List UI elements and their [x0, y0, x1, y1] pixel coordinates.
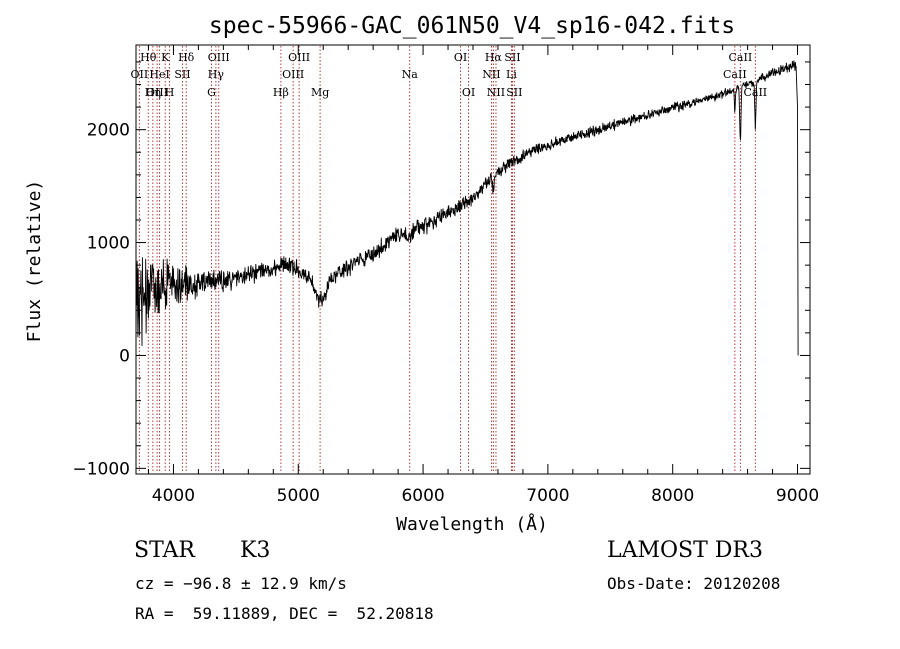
x-axis-label: Wavelength (Å)	[396, 513, 548, 535]
line-label: Na	[402, 68, 419, 81]
line-label: SII	[506, 86, 522, 99]
chart-title: spec-55966-GAC_061N50_V4_sp16-042.fits	[209, 13, 735, 39]
survey-name: LAMOST DR3	[607, 538, 763, 563]
line-label: Hδ	[178, 51, 195, 64]
line-label: CaII	[743, 86, 767, 99]
coordinates: RA = 59.11889, DEC = 52.20818	[135, 604, 434, 623]
y-axis-label: Flux (relative)	[24, 180, 45, 343]
line-label: G	[207, 86, 216, 99]
line-label: OIII	[288, 51, 310, 64]
line-label: Hγ	[208, 68, 225, 81]
y-tick-label: 2000	[87, 121, 130, 141]
spectrum-line	[135, 60, 799, 356]
y-tick-label: 1000	[87, 234, 130, 254]
line-label: Mg	[311, 86, 329, 99]
y-tick-label: 0	[119, 346, 130, 366]
line-label: OIII	[282, 68, 304, 81]
obs-date: Obs-Date: 20120208	[607, 574, 781, 593]
line-label: K	[161, 51, 170, 64]
object-class: STAR	[134, 538, 195, 563]
x-tick-label: 8000	[651, 486, 694, 506]
line-label: OIII	[208, 51, 230, 64]
line-label: OI	[462, 86, 475, 99]
line-label: SII	[174, 68, 190, 81]
y-tick-label: −1000	[72, 459, 130, 479]
line-label: HeI	[149, 68, 169, 81]
line-label: SII	[504, 51, 520, 64]
x-tick-label: 6000	[401, 486, 444, 506]
line-label: H	[165, 86, 175, 99]
plot-frame	[135, 44, 811, 475]
line-label: Li	[506, 68, 517, 81]
line-label: Hα	[485, 51, 503, 64]
line-label: Hη	[145, 86, 161, 99]
line-marker-group	[138, 46, 756, 473]
line-label: Hβ	[273, 86, 289, 99]
x-axis: 4000 5000 6000 7000 8000 9000	[147, 45, 819, 506]
line-label: Hθ	[140, 51, 157, 64]
y-axis: −1000 0 1000 2000	[72, 61, 810, 479]
x-tick-label: 9000	[776, 486, 819, 506]
line-label: CaII	[729, 51, 753, 64]
line-label: NII	[487, 86, 505, 99]
line-label: OII	[131, 68, 149, 81]
line-label: OI	[454, 51, 467, 64]
line-label: CaII	[723, 68, 747, 81]
line-label: NII	[482, 68, 500, 81]
x-tick-label: 4000	[152, 486, 195, 506]
redshift-info: cz = −96.8 ± 12.9 km/s	[135, 574, 347, 593]
x-tick-label: 5000	[277, 486, 320, 506]
x-tick-label: 7000	[526, 486, 569, 506]
line-label: OIII	[146, 86, 168, 99]
spectral-subclass: K3	[240, 538, 271, 563]
